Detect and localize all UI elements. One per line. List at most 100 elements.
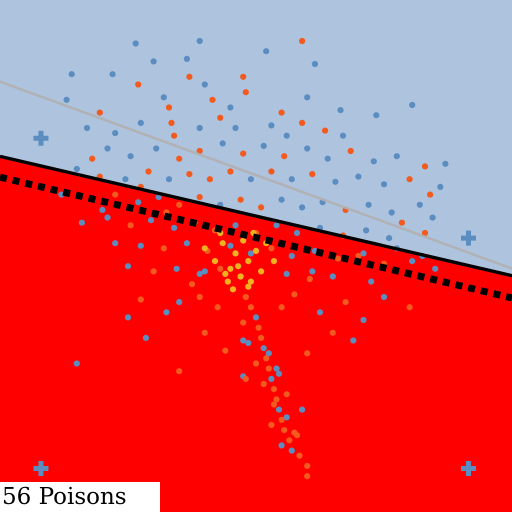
blue-point <box>283 414 290 421</box>
orange-point <box>304 462 311 469</box>
blue-point <box>268 375 275 382</box>
blue-point <box>388 209 395 216</box>
blue-point <box>437 183 444 190</box>
blue-point <box>386 235 393 242</box>
blue-point <box>132 40 139 47</box>
poison-point <box>222 270 229 277</box>
blue-point <box>227 242 234 249</box>
orange-point <box>217 114 224 121</box>
orange-point <box>242 89 249 96</box>
orange-point <box>306 275 313 283</box>
blue-point <box>58 191 65 198</box>
centroid-plus-marker <box>460 230 476 246</box>
centroid-plus-marker <box>33 130 49 146</box>
blue-point <box>368 278 375 285</box>
blue-point <box>124 314 132 321</box>
blue-point <box>316 309 324 316</box>
blue-point <box>112 240 119 247</box>
blue-point <box>360 250 367 257</box>
blue-point <box>393 153 400 160</box>
blue-point <box>142 334 149 341</box>
blue-point <box>83 124 91 132</box>
orange-point <box>242 293 249 301</box>
blue-point <box>73 165 80 173</box>
blue-point <box>171 224 178 231</box>
blue-point <box>355 173 362 180</box>
poison-point <box>227 265 234 272</box>
blue-point <box>275 406 283 413</box>
blue-point <box>293 229 301 237</box>
blue-point <box>104 145 111 152</box>
caption-background <box>0 482 160 512</box>
orange-point <box>270 386 277 393</box>
blue-point <box>273 365 280 372</box>
orange-point <box>137 296 144 303</box>
blue-point <box>196 37 203 45</box>
orange-point <box>268 421 275 429</box>
positive-region <box>0 0 512 276</box>
blue-point <box>304 145 311 152</box>
orange-point <box>196 147 203 155</box>
poison-point <box>240 237 247 244</box>
orange-point <box>240 150 247 157</box>
blue-point <box>201 81 208 88</box>
orange-point <box>186 73 193 80</box>
orange-point <box>214 304 221 311</box>
blue-point <box>247 176 254 183</box>
blue-point <box>265 350 272 357</box>
blue-point <box>196 270 203 277</box>
poison-point <box>232 250 239 257</box>
orange-point <box>176 155 183 162</box>
blue-point <box>124 263 132 270</box>
blue-point <box>278 442 285 449</box>
orange-point <box>127 222 134 229</box>
orange-point <box>258 204 265 211</box>
orange-point <box>265 365 272 372</box>
orange-point <box>421 229 429 237</box>
orange-point <box>281 427 288 434</box>
orange-point <box>278 304 285 311</box>
blue-point <box>283 132 290 139</box>
blue-point <box>104 214 111 221</box>
blue-point <box>252 314 260 321</box>
dotted-boundary-line <box>0 173 512 302</box>
blue-point <box>339 132 347 139</box>
orange-point <box>309 171 316 178</box>
blue-point <box>332 178 339 185</box>
poison-point <box>235 263 242 270</box>
orange-point <box>150 268 157 275</box>
orange-point <box>293 432 301 439</box>
orange-point <box>304 473 311 480</box>
blue-point <box>380 293 388 301</box>
blue-point <box>78 219 85 226</box>
orange-point <box>299 119 306 126</box>
blue-point <box>442 160 449 167</box>
orange-point <box>240 73 247 80</box>
orange-point <box>237 196 244 203</box>
blue-point <box>232 222 239 229</box>
blue-point <box>429 214 436 221</box>
blue-point <box>176 299 183 306</box>
orange-point <box>252 360 260 367</box>
blue-point <box>380 181 388 188</box>
orange-point <box>268 245 275 252</box>
blue-point <box>160 94 167 101</box>
orange-point <box>112 191 119 198</box>
blue-point <box>219 140 226 147</box>
orange-point <box>334 255 341 262</box>
orange-point <box>329 329 336 336</box>
orange-point <box>89 155 96 162</box>
blue-point <box>370 158 377 165</box>
orange-point <box>96 109 103 116</box>
blue-point <box>109 71 116 78</box>
blue-point <box>260 142 267 149</box>
orange-point <box>291 291 298 298</box>
orange-point <box>222 347 229 354</box>
orange-point <box>242 375 249 382</box>
blue-point <box>232 124 239 132</box>
orange-point <box>176 201 183 208</box>
orange-point <box>135 81 142 88</box>
poison-point <box>247 278 254 285</box>
orange-point <box>160 245 167 252</box>
orange-point <box>263 355 270 362</box>
